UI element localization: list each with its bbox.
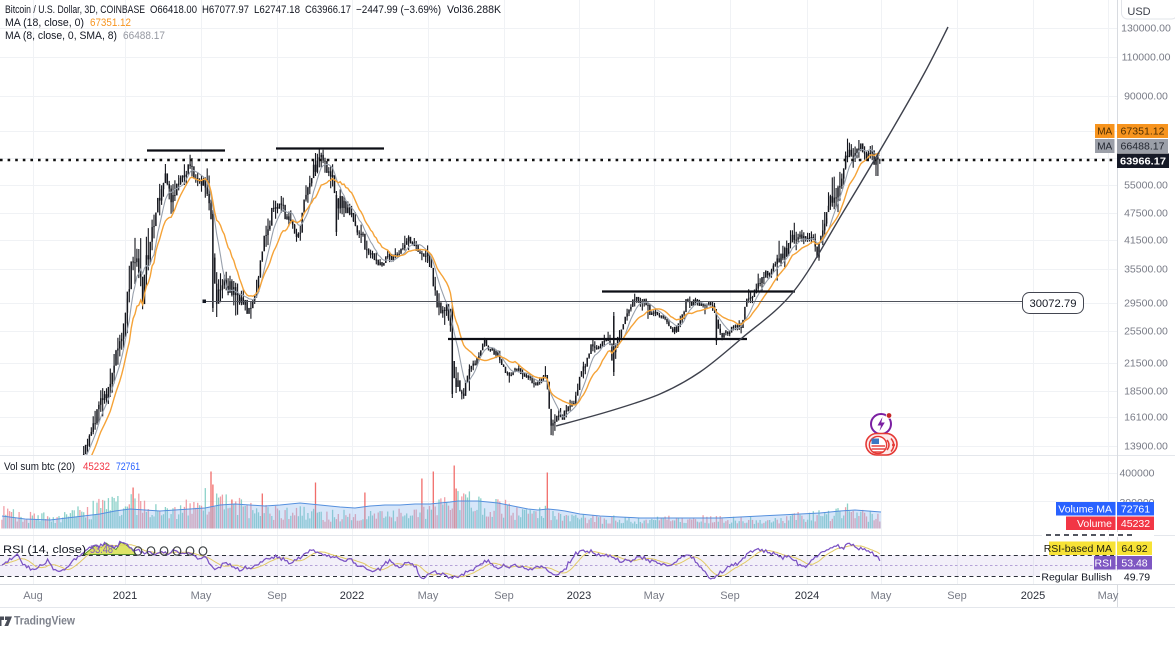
svg-text:Vol sum btc (20): Vol sum btc (20) xyxy=(4,461,75,473)
svg-text:18500.00: 18500.00 xyxy=(1124,386,1168,398)
svg-text:110000.00: 110000.00 xyxy=(1122,52,1171,64)
svg-text:Volume MA: Volume MA xyxy=(1058,504,1112,516)
svg-text:MA: MA xyxy=(1097,127,1112,138)
svg-text:May: May xyxy=(644,590,665,602)
svg-text:−2447.99 (−3.69%): −2447.99 (−3.69%) xyxy=(356,4,441,16)
svg-text:53.48: 53.48 xyxy=(90,544,113,556)
svg-text:66488.17: 66488.17 xyxy=(1121,141,1165,153)
svg-text:55000.00: 55000.00 xyxy=(1124,180,1168,192)
svg-text:MA (8, close, 0, SMA, 8): MA (8, close, 0, SMA, 8) xyxy=(5,30,117,42)
svg-text:Regular Bullish: Regular Bullish xyxy=(1041,572,1112,584)
svg-text:29500.00: 29500.00 xyxy=(1124,298,1168,310)
svg-text:RSI-based MA: RSI-based MA xyxy=(1044,543,1112,555)
svg-text:41500.00: 41500.00 xyxy=(1124,235,1168,247)
svg-text:72761: 72761 xyxy=(1121,504,1150,516)
svg-text:64.92: 64.92 xyxy=(1121,543,1147,555)
svg-text:May: May xyxy=(191,590,212,602)
svg-text:Sep: Sep xyxy=(494,590,514,602)
svg-text:16100.00: 16100.00 xyxy=(1124,412,1168,424)
svg-text:Bitcoin / U.S. Dollar, 3D, COI: Bitcoin / U.S. Dollar, 3D, COINBASE xyxy=(5,4,145,16)
svg-text:30072.79: 30072.79 xyxy=(1030,298,1077,310)
svg-text:H67077.97: H67077.97 xyxy=(202,4,249,16)
svg-text:25500.00: 25500.00 xyxy=(1124,326,1168,338)
svg-text:13900.00: 13900.00 xyxy=(1124,441,1168,453)
svg-text:RSI (14, close): RSI (14, close) xyxy=(3,544,86,556)
svg-text:May: May xyxy=(871,590,892,602)
svg-text:90000.00: 90000.00 xyxy=(1124,91,1168,103)
svg-text:May: May xyxy=(418,590,439,602)
svg-text:MA (18, close, 0): MA (18, close, 0) xyxy=(5,17,84,29)
svg-text:2021: 2021 xyxy=(113,590,137,602)
svg-text:45232: 45232 xyxy=(1121,518,1150,530)
svg-text:67351.12: 67351.12 xyxy=(1121,126,1165,138)
svg-text:Sep: Sep xyxy=(947,590,967,602)
svg-text:35500.00: 35500.00 xyxy=(1124,264,1168,276)
svg-text:2024: 2024 xyxy=(795,590,819,602)
svg-text:53.48: 53.48 xyxy=(1121,558,1147,570)
svg-text:67351.12: 67351.12 xyxy=(90,17,131,29)
svg-text:C63966.17: C63966.17 xyxy=(305,4,351,16)
svg-text:USD: USD xyxy=(1127,6,1150,18)
svg-text:Sep: Sep xyxy=(720,590,740,602)
svg-text:72761: 72761 xyxy=(116,461,140,473)
svg-text:L62747.18: L62747.18 xyxy=(254,4,300,16)
svg-text:May: May xyxy=(1098,590,1119,602)
svg-text:Volume: Volume xyxy=(1077,518,1112,530)
svg-text:TradingView: TradingView xyxy=(14,616,75,628)
svg-text:MA: MA xyxy=(1097,142,1112,153)
svg-text:Sep: Sep xyxy=(267,590,287,602)
svg-text:O66418.00: O66418.00 xyxy=(150,4,197,16)
svg-text:45232: 45232 xyxy=(83,461,110,473)
svg-text:21500.00: 21500.00 xyxy=(1124,358,1168,370)
svg-text:2025: 2025 xyxy=(1021,590,1045,602)
svg-text:63966.17: 63966.17 xyxy=(1120,156,1166,168)
svg-text:66488.17: 66488.17 xyxy=(123,30,165,42)
svg-text:2023: 2023 xyxy=(567,590,591,602)
svg-text:49.79: 49.79 xyxy=(1124,572,1150,584)
svg-text:400000: 400000 xyxy=(1119,468,1154,480)
svg-text:2022: 2022 xyxy=(340,590,364,602)
svg-text:47500.00: 47500.00 xyxy=(1124,208,1168,220)
svg-text:Vol36.288K: Vol36.288K xyxy=(447,4,502,16)
svg-text:Aug: Aug xyxy=(23,590,43,602)
svg-text:RSI: RSI xyxy=(1094,558,1112,570)
svg-text:130000.00: 130000.00 xyxy=(1121,23,1171,35)
